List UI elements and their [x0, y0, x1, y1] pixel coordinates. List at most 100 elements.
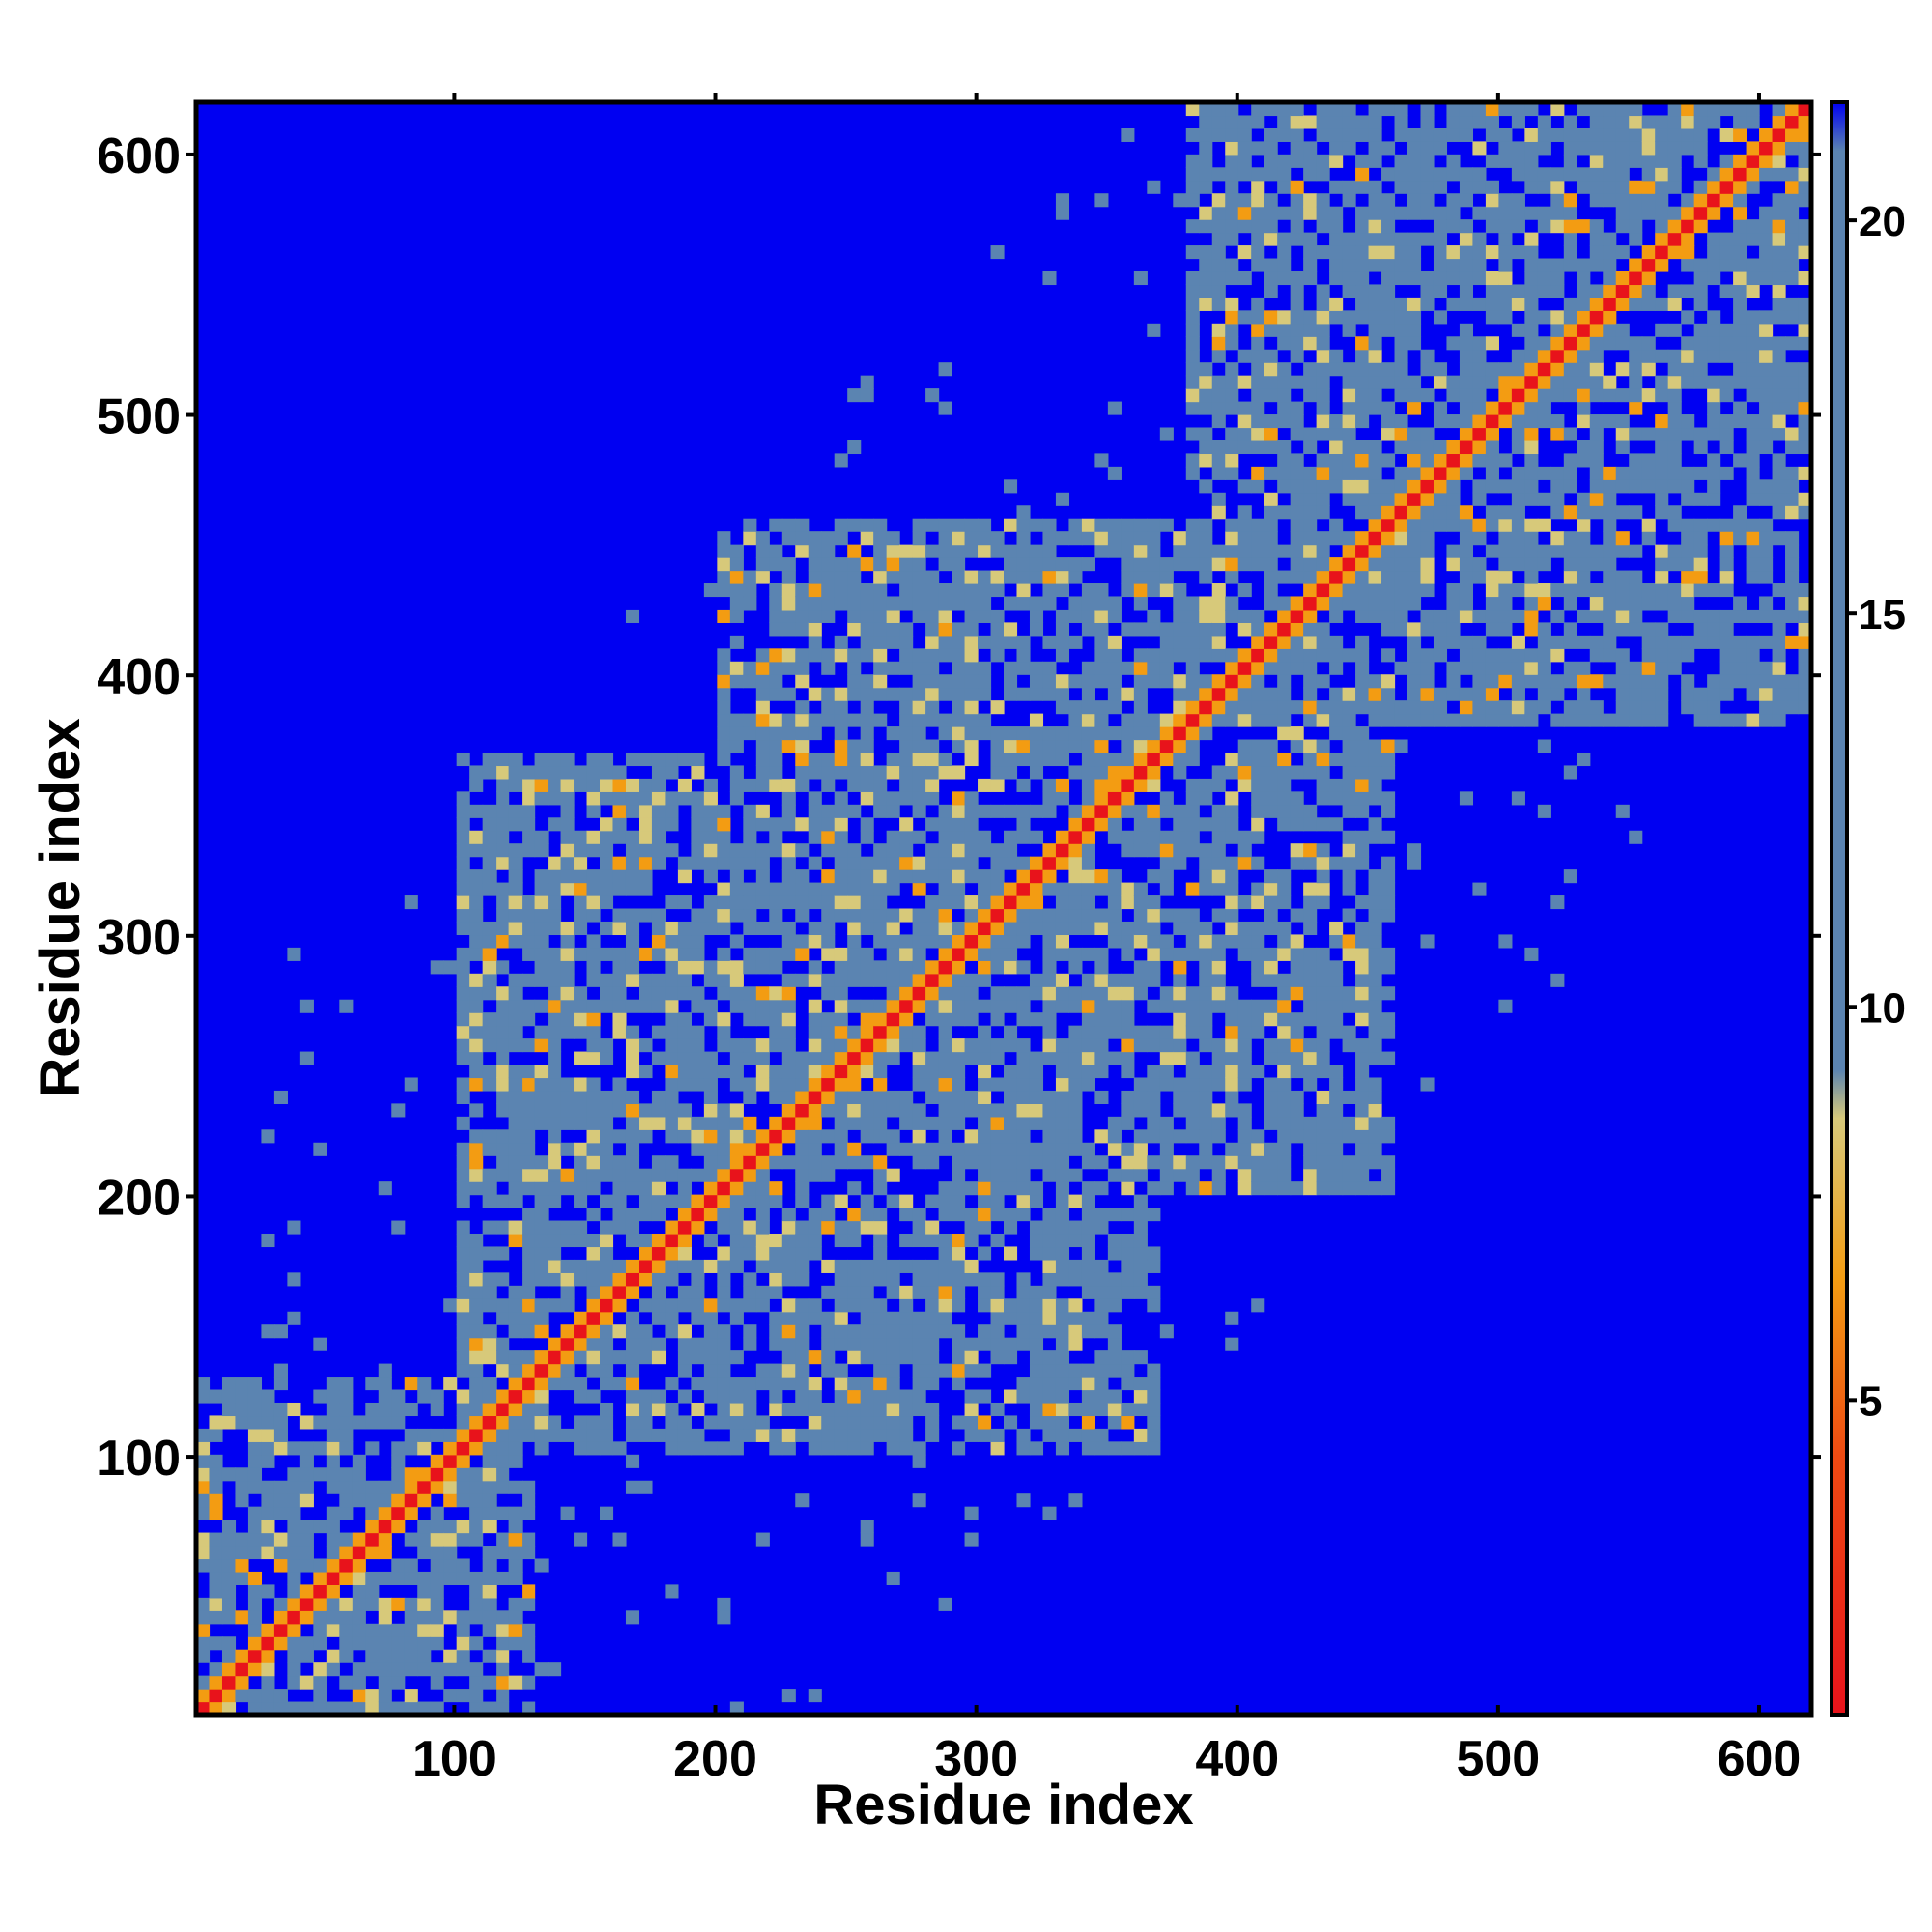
heatmap-cell [1147, 1025, 1161, 1039]
heatmap-cell [496, 1546, 510, 1560]
heatmap-cell [1577, 167, 1591, 182]
heatmap-cell [1603, 336, 1617, 351]
heatmap-cell [1225, 1065, 1239, 1079]
heatmap-cell [1615, 531, 1630, 546]
heatmap-cell [769, 1337, 783, 1351]
heatmap-cell [717, 1298, 731, 1313]
heatmap-cell [899, 1311, 914, 1325]
heatmap-cell [196, 1558, 211, 1573]
heatmap-cell [1211, 1077, 1226, 1092]
heatmap-cell [651, 765, 667, 780]
heatmap-cell [625, 882, 640, 896]
heatmap-cell [247, 1649, 263, 1663]
heatmap-cell [326, 1558, 340, 1573]
heatmap-cell [1173, 960, 1187, 975]
heatmap-cell [925, 1051, 940, 1065]
heatmap-cell [469, 1532, 484, 1547]
heatmap-cell [625, 908, 640, 923]
heatmap-cell [391, 1571, 406, 1585]
heatmap-cell [1055, 882, 1070, 896]
heatmap-cell [1147, 830, 1161, 844]
heatmap-cell [886, 973, 900, 987]
heatmap-cell [1211, 1181, 1226, 1196]
heatmap-cell [326, 1597, 340, 1611]
heatmap-cell [417, 1636, 432, 1651]
heatmap-cell [1316, 583, 1330, 598]
heatmap-cell [1629, 349, 1643, 363]
heatmap-cell [1004, 557, 1018, 572]
heatmap-cell [1563, 700, 1577, 715]
heatmap-cell [781, 1220, 796, 1235]
heatmap-cell [639, 843, 653, 858]
heatmap-cell [1277, 310, 1292, 325]
heatmap-cell [1381, 1012, 1396, 1027]
heatmap-cell [1550, 362, 1565, 377]
heatmap-cell [1394, 479, 1408, 494]
heatmap-cell [808, 1038, 822, 1053]
heatmap-cell [1603, 557, 1617, 572]
heatmap-cell [938, 622, 952, 637]
heatmap-cell [1394, 570, 1408, 584]
heatmap-cell [496, 986, 510, 1001]
heatmap-cell [1303, 700, 1318, 715]
heatmap-cell [769, 1116, 783, 1130]
heatmap-cell [1303, 518, 1318, 532]
heatmap-cell [196, 1546, 211, 1560]
heatmap-cell [729, 544, 744, 558]
heatmap-cell [1133, 1259, 1148, 1273]
heatmap-cell [651, 1116, 667, 1130]
heatmap-cell [1368, 102, 1382, 117]
heatmap-cell [313, 1415, 327, 1430]
heatmap-cell [469, 1077, 484, 1092]
heatmap-cell [1368, 375, 1382, 389]
heatmap-cell [834, 1337, 848, 1351]
heatmap-cell [1199, 973, 1213, 987]
heatmap-cell [625, 960, 640, 975]
heatmap-cell [600, 1233, 614, 1248]
heatmap-cell [443, 1298, 458, 1313]
heatmap-cell [964, 908, 979, 923]
heatmap-cell [469, 1233, 484, 1248]
heatmap-cell [729, 973, 744, 987]
heatmap-cell [469, 830, 484, 844]
heatmap-cell [677, 1246, 692, 1261]
heatmap-cell [1290, 518, 1304, 532]
heatmap-cell [1459, 414, 1474, 429]
heatmap-cell [1016, 1129, 1031, 1144]
heatmap-cell [860, 375, 874, 389]
heatmap-cell [508, 1597, 523, 1611]
heatmap-cell [1055, 1350, 1070, 1365]
heatmap-cell [1381, 947, 1396, 961]
heatmap-cell [847, 882, 862, 896]
heatmap-cell [221, 1571, 237, 1585]
heatmap-cell [1133, 583, 1148, 598]
heatmap-cell [1329, 270, 1344, 286]
heatmap-cell [1342, 986, 1356, 1001]
heatmap-cell [743, 1220, 757, 1235]
heatmap-cell [600, 830, 614, 844]
heatmap-cell [964, 1012, 979, 1027]
heatmap-cell [1433, 128, 1448, 142]
heatmap-cell [1277, 167, 1292, 182]
heatmap-cell [1029, 1181, 1044, 1196]
heatmap-cell [1342, 1155, 1356, 1170]
heatmap-cell [391, 1454, 406, 1468]
heatmap-cell [1121, 973, 1135, 987]
heatmap-cell [508, 921, 523, 936]
heatmap-cell [677, 1025, 692, 1039]
heatmap-cell [1485, 687, 1499, 701]
heatmap-cell [1029, 726, 1044, 741]
heatmap-cell [978, 531, 992, 546]
heatmap-cell [743, 713, 757, 727]
heatmap-cell [1303, 635, 1318, 649]
heatmap-cell [1133, 1090, 1148, 1104]
heatmap-cell [522, 1597, 536, 1611]
heatmap-cell [795, 674, 810, 689]
heatmap-cell [1329, 1012, 1344, 1027]
heatmap-cell [522, 1181, 536, 1196]
heatmap-cell [1081, 1051, 1095, 1065]
heatmap-cell [1173, 830, 1187, 844]
heatmap-cell [1329, 752, 1344, 767]
heatmap-cell [1355, 596, 1370, 611]
heatmap-cell [1316, 765, 1330, 780]
